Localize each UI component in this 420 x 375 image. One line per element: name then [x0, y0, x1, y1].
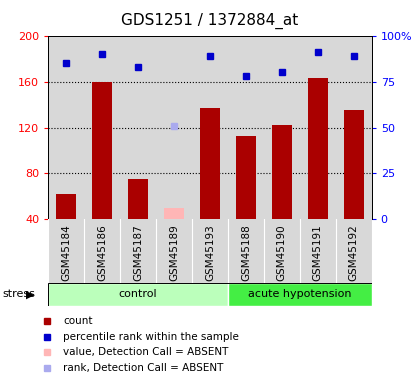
Bar	[344, 110, 364, 219]
Bar	[92, 82, 112, 219]
Text: acute hypotension: acute hypotension	[248, 290, 352, 299]
Text: GSM45191: GSM45191	[313, 225, 323, 281]
Text: value, Detection Call = ABSENT: value, Detection Call = ABSENT	[63, 347, 228, 357]
Text: GDS1251 / 1372884_at: GDS1251 / 1372884_at	[121, 13, 299, 29]
Bar	[48, 219, 84, 283]
Text: count: count	[63, 316, 93, 326]
Text: GSM45186: GSM45186	[97, 225, 107, 281]
Bar	[264, 219, 300, 283]
Bar	[48, 283, 228, 306]
Bar	[300, 219, 336, 283]
Text: ▶: ▶	[26, 290, 34, 299]
Bar	[156, 219, 192, 283]
Text: GSM45193: GSM45193	[205, 225, 215, 281]
Bar	[236, 135, 256, 219]
Text: GSM45188: GSM45188	[241, 225, 251, 281]
Text: GSM45187: GSM45187	[133, 225, 143, 281]
Bar	[120, 219, 156, 283]
Bar	[308, 78, 328, 219]
Bar	[84, 36, 120, 219]
Bar	[48, 36, 84, 219]
Bar	[56, 194, 76, 219]
Text: rank, Detection Call = ABSENT: rank, Detection Call = ABSENT	[63, 363, 223, 373]
Text: GSM45189: GSM45189	[169, 225, 179, 281]
Text: GSM45184: GSM45184	[61, 225, 71, 281]
Bar	[336, 36, 372, 219]
Bar	[300, 36, 336, 219]
Bar	[228, 219, 264, 283]
Bar	[128, 179, 148, 219]
Bar	[200, 108, 220, 219]
Text: GSM45190: GSM45190	[277, 225, 287, 281]
Text: stress: stress	[2, 290, 35, 299]
Bar	[84, 219, 120, 283]
Text: control: control	[119, 290, 158, 299]
Bar	[228, 283, 372, 306]
Text: percentile rank within the sample: percentile rank within the sample	[63, 332, 239, 342]
Bar	[192, 219, 228, 283]
Bar	[120, 36, 156, 219]
Bar	[192, 36, 228, 219]
Bar	[272, 125, 292, 219]
Bar	[264, 36, 300, 219]
Bar	[164, 208, 184, 219]
Bar	[336, 219, 372, 283]
Bar	[156, 36, 192, 219]
Bar	[228, 36, 264, 219]
Text: GSM45192: GSM45192	[349, 225, 359, 281]
